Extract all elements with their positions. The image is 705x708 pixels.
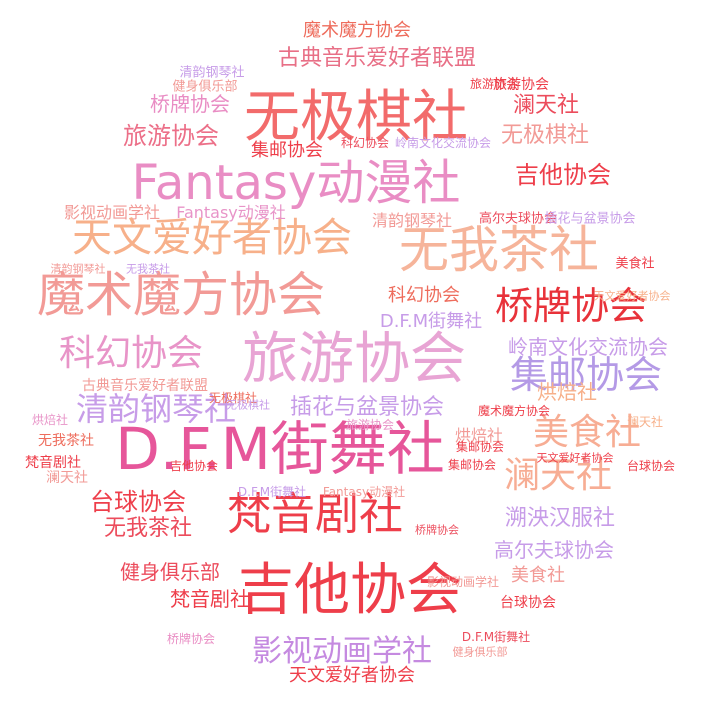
word: 桥牌协会 bbox=[166, 632, 216, 646]
word: 梵音剧社 bbox=[227, 489, 403, 540]
word: 台球协会 bbox=[626, 459, 676, 473]
word: 健身俱乐部 bbox=[120, 560, 220, 584]
word: 旅游协会 bbox=[345, 418, 395, 432]
word: 插花与盆景协会 bbox=[544, 211, 636, 227]
word: 溯泱汉服社 bbox=[504, 506, 616, 531]
word: 台球协会 bbox=[90, 488, 186, 516]
word: D.F.M街舞社 bbox=[461, 630, 531, 644]
word: 魔术魔方协会 bbox=[303, 20, 411, 41]
word: 旅游协会 bbox=[469, 77, 519, 91]
word: 澜天社 bbox=[46, 470, 88, 486]
word: 桥牌协会 bbox=[150, 92, 230, 116]
word: 桥牌协会 bbox=[494, 284, 648, 328]
word: Fantasy动漫社 bbox=[176, 203, 286, 222]
word: 美食社 bbox=[532, 412, 642, 453]
word: 插花与盆景协会 bbox=[289, 395, 445, 420]
word: 旅游协会 bbox=[123, 122, 219, 150]
word: 无我茶社 bbox=[126, 262, 170, 276]
word: 影视动画学社 bbox=[63, 203, 161, 222]
word: 集邮协会 bbox=[509, 353, 663, 397]
word: 无我茶社 bbox=[399, 221, 599, 279]
word: 吉他协会 bbox=[169, 459, 219, 473]
word: 科幻协会 bbox=[388, 285, 460, 306]
word: 旅游协会 bbox=[493, 77, 549, 93]
word: 澜天社 bbox=[503, 455, 613, 496]
word: 梵音剧社 bbox=[25, 455, 81, 471]
word: 集邮协会 bbox=[447, 458, 497, 472]
word: 无极棋社 bbox=[226, 398, 270, 412]
word: 天文爱好者协会 bbox=[536, 451, 614, 465]
word: 清韵钢琴社 bbox=[75, 390, 237, 428]
word: Fantasy动漫社 bbox=[322, 485, 406, 499]
word: 集邮协会 bbox=[455, 440, 505, 454]
word: 美食社 bbox=[615, 256, 655, 272]
word: 澜天社 bbox=[626, 415, 664, 429]
word: 清韵钢琴社 bbox=[371, 211, 453, 230]
word: 科幻协会 bbox=[340, 136, 390, 150]
word: 台球协会 bbox=[500, 595, 556, 611]
word: 科幻协会 bbox=[58, 333, 204, 374]
word: 吉他协会 bbox=[238, 558, 462, 623]
word: 澜天社 bbox=[512, 93, 580, 118]
word: 旅游协会 bbox=[242, 327, 466, 392]
word: 桥牌协会 bbox=[415, 523, 459, 537]
word: D.F.M街舞社 bbox=[379, 311, 483, 332]
word: Fantasy动漫社 bbox=[131, 155, 461, 211]
word: D.F.M街舞社 bbox=[237, 485, 307, 499]
word: 影视动画学社 bbox=[252, 634, 432, 669]
word: 无我茶社 bbox=[38, 433, 94, 449]
word: 高尔夫球协会 bbox=[478, 211, 558, 227]
word: 岭南文化交流协会 bbox=[394, 136, 492, 150]
word: 古典音乐爱好者联盟 bbox=[82, 378, 208, 394]
word: 梵音剧社 bbox=[170, 587, 250, 611]
word: 烘焙社 bbox=[537, 380, 597, 404]
word: 古典音乐爱好者联盟 bbox=[277, 46, 477, 71]
word: 无极棋社 bbox=[208, 391, 258, 405]
word: 无极棋社 bbox=[500, 123, 590, 148]
word: 烘焙社 bbox=[31, 413, 69, 427]
word: 无我茶社 bbox=[103, 516, 193, 541]
word: 健身俱乐部 bbox=[172, 79, 238, 95]
word: 清韵钢琴社 bbox=[179, 65, 245, 81]
word: 魔术魔方协会 bbox=[477, 404, 551, 418]
word: 美食社 bbox=[511, 565, 565, 586]
word: 天文爱好者协会 bbox=[289, 665, 415, 686]
word: D.F.M街舞社 bbox=[115, 415, 445, 483]
word: 健身俱乐部 bbox=[452, 645, 508, 659]
word: 岭南文化交流协会 bbox=[508, 335, 668, 359]
word: 烘焙社 bbox=[454, 426, 504, 445]
word: 集邮协会 bbox=[251, 140, 323, 161]
word: 天文爱好者协会 bbox=[72, 215, 352, 261]
word: 魔术魔方协会 bbox=[36, 267, 326, 323]
word: 无极棋社 bbox=[244, 85, 468, 150]
word: 清韵钢琴社 bbox=[50, 262, 106, 276]
word: 影视动画学社 bbox=[426, 575, 500, 589]
word: 吉他协会 bbox=[515, 161, 611, 189]
word: 天文爱好者协会 bbox=[593, 289, 671, 303]
word: 高尔夫球协会 bbox=[494, 538, 614, 562]
